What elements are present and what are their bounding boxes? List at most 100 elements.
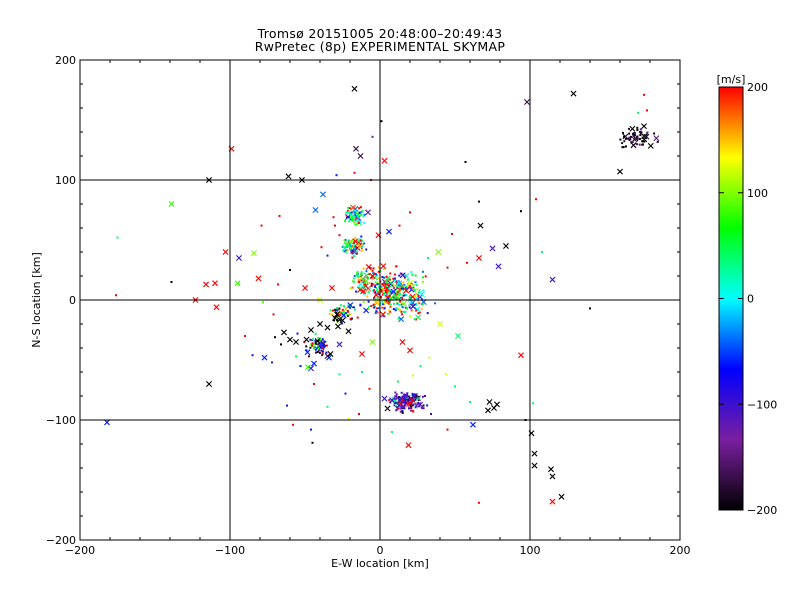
data-point-x <box>353 145 359 152</box>
data-point <box>305 349 308 352</box>
data-point <box>369 268 371 271</box>
data-point <box>353 243 356 246</box>
data-point <box>397 294 400 297</box>
data-point <box>381 276 384 279</box>
data-point <box>357 215 359 218</box>
data-point-x <box>332 315 338 321</box>
data-point <box>398 304 401 306</box>
data-point <box>338 309 341 312</box>
data-point <box>399 300 402 303</box>
data-point <box>418 405 421 408</box>
data-point <box>333 319 335 322</box>
data-point <box>346 216 348 219</box>
data-point <box>406 307 408 310</box>
data-point <box>348 242 351 245</box>
data-point <box>341 245 344 248</box>
data-point <box>397 380 399 383</box>
data-point <box>321 346 324 349</box>
data-point-x <box>350 204 356 211</box>
data-point-x <box>365 264 372 271</box>
data-point <box>311 342 314 345</box>
data-point <box>389 300 392 302</box>
data-point <box>309 338 312 341</box>
data-point <box>289 269 291 271</box>
data-point <box>415 404 418 407</box>
y-tick-label: 200 <box>55 54 76 67</box>
data-point <box>628 127 630 130</box>
data-point <box>356 213 359 216</box>
data-point <box>392 277 395 280</box>
data-point <box>639 128 642 131</box>
y-tick-label: 0 <box>69 294 76 307</box>
data-point <box>352 277 355 280</box>
data-point <box>360 272 363 275</box>
data-point-x <box>485 407 491 414</box>
data-point <box>360 271 363 274</box>
data-point <box>321 344 324 347</box>
data-point-x <box>357 243 364 249</box>
data-point <box>401 306 404 309</box>
data-point <box>359 221 362 224</box>
data-point <box>402 287 404 289</box>
data-point <box>466 261 468 264</box>
data-point-x <box>397 397 404 404</box>
data-point <box>641 140 644 143</box>
data-point <box>636 138 639 140</box>
data-point <box>413 288 416 291</box>
data-point <box>384 283 387 286</box>
data-point <box>380 120 383 123</box>
data-point <box>410 309 413 312</box>
data-point <box>349 244 352 247</box>
data-point <box>342 312 345 315</box>
data-point <box>421 395 424 398</box>
data-point <box>417 291 420 294</box>
colorbar-tick-label: 200 <box>747 81 768 94</box>
data-point <box>637 111 639 114</box>
data-point <box>446 428 449 431</box>
data-point <box>360 279 363 282</box>
data-point <box>353 241 355 244</box>
data-point-x <box>524 99 530 105</box>
data-point <box>356 246 359 249</box>
data-point <box>351 219 354 222</box>
data-point <box>170 281 173 283</box>
data-point <box>416 398 419 401</box>
data-point-x <box>308 327 314 333</box>
data-point <box>393 404 396 407</box>
data-point <box>314 348 317 351</box>
data-point <box>344 238 347 241</box>
data-point <box>633 134 636 137</box>
data-point <box>392 308 395 310</box>
x-tick-label: 0 <box>377 544 384 557</box>
data-point <box>371 269 374 272</box>
data-point <box>375 310 378 313</box>
data-point-x <box>336 341 343 348</box>
data-point-x <box>401 300 407 307</box>
data-point <box>641 143 644 146</box>
data-point <box>280 343 282 346</box>
data-point <box>349 212 352 215</box>
data-point <box>395 393 398 396</box>
data-point-x <box>403 287 410 294</box>
data-point <box>643 93 645 96</box>
data-point <box>430 413 432 415</box>
data-point <box>385 291 388 294</box>
data-point-x <box>339 317 346 324</box>
data-point <box>370 305 373 308</box>
data-point <box>388 302 391 305</box>
data-point <box>317 347 320 350</box>
data-point <box>296 332 299 335</box>
data-point <box>383 307 386 310</box>
data-point <box>394 395 397 398</box>
data-point <box>418 311 421 314</box>
data-point <box>357 275 359 278</box>
data-point <box>387 300 390 303</box>
data-point <box>383 282 386 285</box>
data-point <box>404 306 407 309</box>
data-point <box>410 409 413 412</box>
data-point <box>415 297 418 300</box>
data-point <box>385 289 388 292</box>
data-point-x <box>399 339 406 345</box>
data-point <box>636 126 639 129</box>
data-point-x <box>345 328 352 335</box>
